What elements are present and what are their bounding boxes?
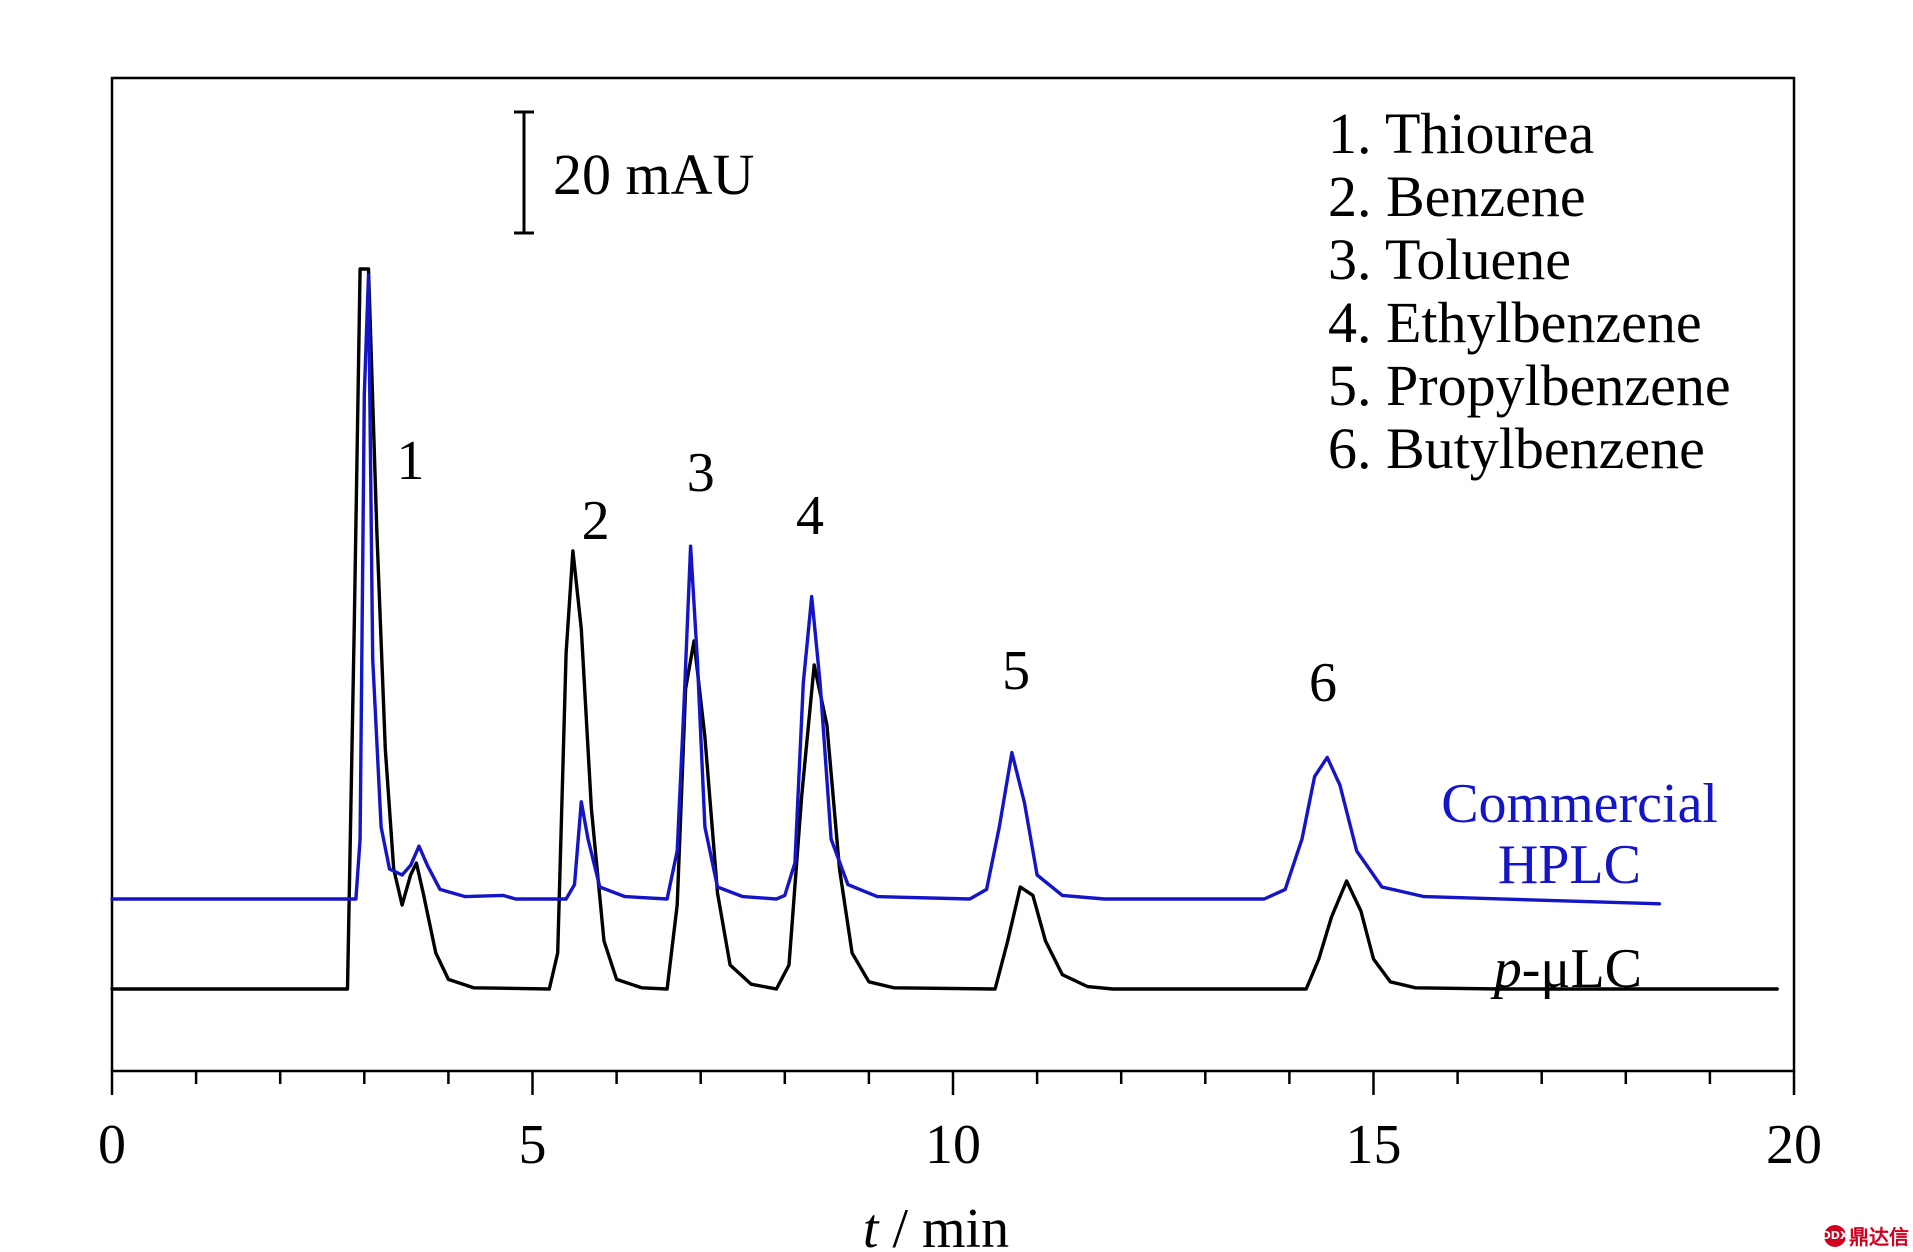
legend-item: 5. Propylbenzene xyxy=(1328,353,1731,418)
x-tick-label: 20 xyxy=(1766,1114,1822,1176)
legend-item: 2. Benzene xyxy=(1328,164,1586,229)
watermark-text: 鼎达信 xyxy=(1849,1225,1909,1249)
scale-bar: 20 mAU xyxy=(514,110,754,235)
series-line-p-lc xyxy=(110,267,1779,991)
peak-label-4: 4 xyxy=(796,485,824,547)
peak-labels: 1 2 3 4 5 6 xyxy=(397,430,1337,714)
peak-label-1: 1 xyxy=(397,430,425,492)
watermark: DDX 鼎达信 xyxy=(1822,1221,1909,1250)
series-layer xyxy=(110,267,1779,991)
x-tick-label: 0 xyxy=(98,1114,126,1176)
x-tick-label: 5 xyxy=(519,1114,547,1176)
x-axis-ticks xyxy=(110,1071,1796,1095)
series-line-commercial-hplc xyxy=(110,273,1662,906)
peak-label-3: 3 xyxy=(687,442,715,504)
legend-item: 1. Thiourea xyxy=(1328,101,1594,166)
x-tick-label: 10 xyxy=(925,1114,981,1176)
peak-label-5: 5 xyxy=(1002,640,1030,702)
series-label-commercial-hplc: Commercial HPLC xyxy=(1441,773,1718,896)
scale-bar-label: 20 mAU xyxy=(553,142,754,207)
watermark-logo-icon: DDX xyxy=(1822,1224,1848,1247)
peak-label-6: 6 xyxy=(1309,652,1337,714)
series-label-line-2: HPLC xyxy=(1498,834,1641,896)
series-label-line-1: Commercial xyxy=(1441,773,1718,835)
x-axis-tick-labels: 0 5 10 15 20 xyxy=(98,1114,1822,1176)
x-axis-label-italic: t xyxy=(863,1198,880,1252)
peak-label-2: 2 xyxy=(582,490,610,552)
x-tick-label: 15 xyxy=(1346,1114,1402,1176)
legend-item: 6. Butylbenzene xyxy=(1328,416,1705,481)
x-axis-label-rest: / min xyxy=(878,1198,1009,1252)
series-label-p-ulc: p-μLC xyxy=(1490,938,1642,1000)
series-label-italic: p xyxy=(1490,938,1522,1000)
legend-item: 3. Toluene xyxy=(1328,227,1571,292)
legend-item: 4. Ethylbenzene xyxy=(1328,290,1702,355)
series-label-rest: -μLC xyxy=(1522,938,1642,1000)
x-axis-label: t / min xyxy=(863,1198,1009,1252)
